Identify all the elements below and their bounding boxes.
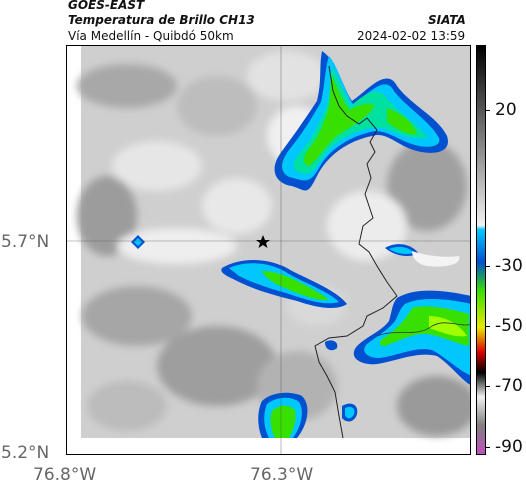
country-border [314, 65, 398, 439]
lon-label-76.3: 76.3°W [250, 465, 314, 485]
lat-label-5.7: 5.7°N [1, 232, 50, 252]
cloud-tops [131, 51, 470, 438]
colorbar-tick-20: 20 [495, 100, 517, 120]
route-subtitle: Vía Medellín - Quibdó 50km [68, 29, 234, 43]
product-title: Temperatura de Brillo CH13 [68, 13, 255, 27]
river [376, 322, 470, 337]
gray-texture [77, 51, 470, 436]
colorbar-tick-minus70: -70 [495, 376, 523, 396]
lat-label-5.2: 5.2°N [1, 443, 50, 463]
colorbar-tick-minus30: -30 [495, 256, 523, 276]
colorbar-tick-minus50: -50 [495, 316, 523, 336]
star-icon[interactable] [256, 235, 270, 248]
colorbar [476, 45, 486, 455]
satellite-title: GOES-EAST [68, 0, 145, 12]
colorbar-gradient [477, 46, 485, 454]
datetime-label: 2024-02-02 13:59 [357, 29, 466, 43]
colorbar-tick-minus90: -90 [495, 437, 523, 457]
lon-label-76.8: 76.8°W [33, 465, 97, 485]
organization-label: SIATA [428, 13, 466, 27]
map-canvas [67, 46, 470, 454]
satellite-map[interactable] [66, 45, 471, 455]
